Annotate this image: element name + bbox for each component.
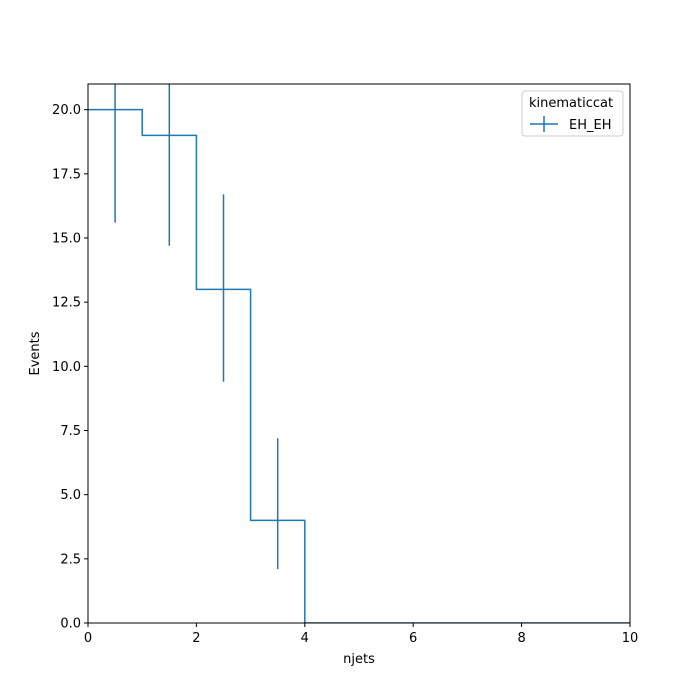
x-axis-ticks: 0 2 4 6 8 10	[84, 623, 638, 646]
x-tick-label: 10	[622, 631, 639, 646]
legend-entry-label: EH_EH	[569, 118, 611, 133]
axes-frame	[87, 83, 631, 624]
x-tick-label: 6	[409, 631, 417, 646]
histogram-step-line	[88, 108, 630, 623]
y-tick-label: 17.5	[52, 167, 81, 182]
x-tick-label: 2	[192, 631, 200, 646]
x-axis-label: njets	[343, 652, 375, 667]
legend-title: kinematiccat	[529, 96, 613, 111]
x-tick-label: 4	[301, 631, 309, 646]
x-tick-label: 8	[517, 631, 525, 646]
y-tick-label: 20.0	[52, 103, 81, 118]
y-tick-label: 5.0	[60, 488, 81, 503]
y-tick-label: 0.0	[60, 617, 81, 632]
y-tick-label: 12.5	[52, 296, 81, 311]
y-tick-label: 10.0	[52, 360, 81, 375]
y-tick-label: 15.0	[52, 232, 81, 247]
x-tick-label: 0	[84, 631, 92, 646]
legend: kinematiccat EH_EH	[521, 90, 624, 137]
y-tick-label: 2.5	[60, 552, 81, 567]
y-axis-ticks: 0.0 2.5 5.0 7.5 10.0 12.5 15.0 17.5 20.0	[52, 103, 88, 632]
y-tick-label: 7.5	[60, 424, 81, 439]
plot-area	[88, 84, 630, 623]
y-axis-label: Events	[28, 331, 43, 375]
series-eh-eh	[88, 84, 630, 623]
